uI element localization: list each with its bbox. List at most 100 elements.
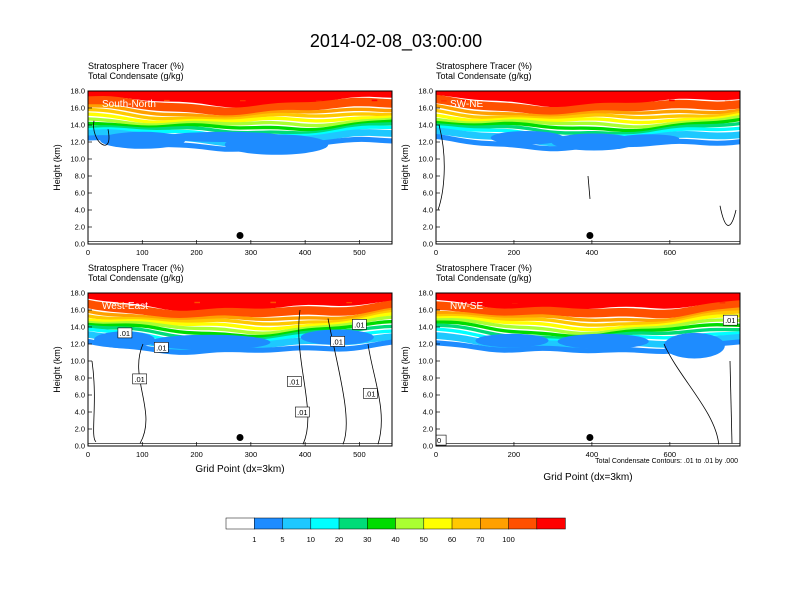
x-tick-label: 600 — [664, 450, 677, 459]
y-tick-label: 18.0 — [70, 289, 85, 298]
tracer-spike — [441, 100, 447, 102]
condensate-contour — [587, 175, 591, 199]
contour-label: .01 — [354, 320, 364, 329]
y-tick-label: 4.0 — [75, 408, 85, 417]
y-tick-label: 6.0 — [75, 189, 85, 198]
y-axis-label: Height (km) — [52, 144, 62, 191]
tracer-spike — [593, 99, 599, 102]
tracer-spike — [623, 302, 630, 304]
location-marker — [236, 232, 244, 239]
x-tick-label: 0 — [86, 450, 90, 459]
colorbar-label: 50 — [420, 535, 428, 544]
panel-header-line: Total Condensate (g/kg) — [436, 71, 532, 81]
tracer-blob — [148, 334, 271, 350]
tracer-spike — [118, 302, 124, 304]
panel-label: NW-SE — [450, 301, 483, 312]
tracer-spike — [270, 301, 276, 304]
tracer-band — [88, 299, 392, 320]
x-tick-label: 200 — [190, 248, 203, 257]
tracer-spike — [436, 302, 442, 304]
x-tick-label: 600 — [664, 248, 677, 257]
colorbar-label: 100 — [502, 535, 515, 544]
tracer-spike — [724, 100, 731, 102]
tracer-spike — [669, 99, 675, 102]
x-tick-label: 400 — [586, 450, 599, 459]
panel-header-line: Stratosphere Tracer (%) — [436, 61, 532, 71]
tracer-band — [88, 293, 392, 312]
contour-label-box — [295, 406, 310, 418]
y-tick-label: 12.0 — [70, 340, 85, 349]
tracer-blob — [100, 131, 186, 149]
y-axis-label: Height (km) — [400, 346, 410, 393]
y-tick-label: 14.0 — [418, 121, 433, 130]
tracer-band — [436, 314, 740, 332]
panel-frame — [435, 292, 741, 447]
contour-label: .01 — [156, 343, 166, 352]
y-tick-label: 4.0 — [75, 206, 85, 215]
x-axis-label: Grid Point (dx=3km) — [195, 464, 284, 475]
y-tick-label: 14.0 — [70, 121, 85, 130]
condensate-contour — [93, 120, 110, 146]
tracer-band — [88, 307, 392, 322]
y-tick-label: 8.0 — [75, 374, 85, 383]
y-tick-label: 8.0 — [423, 374, 433, 383]
panel-label: West-East — [102, 301, 148, 312]
contour-label-box — [436, 434, 447, 446]
y-tick-label: 14.0 — [70, 323, 85, 332]
tracer-blob — [551, 133, 637, 151]
tracer-spike — [699, 302, 706, 304]
y-tick-label: 10.0 — [70, 357, 85, 366]
location-marker — [586, 434, 594, 441]
x-tick-label: 400 — [299, 248, 312, 257]
colorbar-label: 20 — [335, 535, 343, 544]
tracer-spike — [517, 100, 523, 102]
tracer-band — [436, 91, 740, 108]
panel-header-line: Stratosphere Tracer (%) — [436, 263, 532, 273]
contour-label: .01 — [332, 337, 342, 346]
colorbar-swatch — [338, 517, 368, 530]
y-tick-label: 18.0 — [70, 87, 85, 96]
tracer-band — [436, 293, 740, 310]
colorbar-label: 10 — [307, 535, 315, 544]
tracer-blob — [475, 333, 549, 348]
tracer-spike — [295, 99, 302, 102]
chart-panel-1: South-North Stratosphere Tracer (%)Total … — [52, 61, 393, 257]
contour-label: .01 — [120, 329, 130, 338]
contour-label-box — [117, 327, 133, 339]
condensate-contour — [437, 124, 445, 211]
y-axis-label: Height (km) — [52, 346, 62, 393]
x-tick-label: 0 — [434, 248, 438, 257]
y-tick-label: 18.0 — [418, 87, 433, 96]
tracer-spike — [643, 302, 650, 304]
contour-label-box — [362, 387, 378, 399]
tracer-spike — [346, 302, 352, 304]
colorbar-label: 1 — [252, 535, 256, 544]
contour-note: Total Condensate Contours: .01 to .01 by… — [595, 458, 738, 465]
condensate-contour — [298, 309, 309, 445]
tracer-spike — [371, 99, 378, 102]
contour-label: .01 — [725, 316, 735, 325]
tracer-blob — [164, 131, 286, 142]
tracer-band — [436, 310, 740, 327]
y-axis-label: Height (km) — [400, 144, 410, 191]
panel-label: South-North — [102, 99, 156, 110]
y-tick-label: 6.0 — [423, 189, 433, 198]
colorbar-swatch — [536, 517, 566, 530]
x-tick-label: 400 — [299, 450, 312, 459]
condensate-contour — [327, 318, 347, 445]
contour-label-box — [286, 376, 302, 387]
y-tick-label: 2.0 — [75, 425, 85, 434]
tracer-band — [88, 112, 392, 124]
x-tick-label: 500 — [353, 248, 366, 257]
y-tick-label: 0.0 — [423, 240, 433, 249]
x-tick-label: 200 — [508, 450, 521, 459]
x-tick-label: 100 — [136, 450, 149, 459]
tracer-blob — [94, 331, 155, 349]
y-tick-label: 0.0 — [75, 240, 85, 249]
y-tick-label: 16.0 — [70, 306, 85, 315]
condensate-contour — [367, 343, 382, 445]
contour-label: .01 — [134, 375, 144, 384]
y-tick-label: 10.0 — [418, 155, 433, 164]
x-tick-label: 0 — [434, 450, 438, 459]
